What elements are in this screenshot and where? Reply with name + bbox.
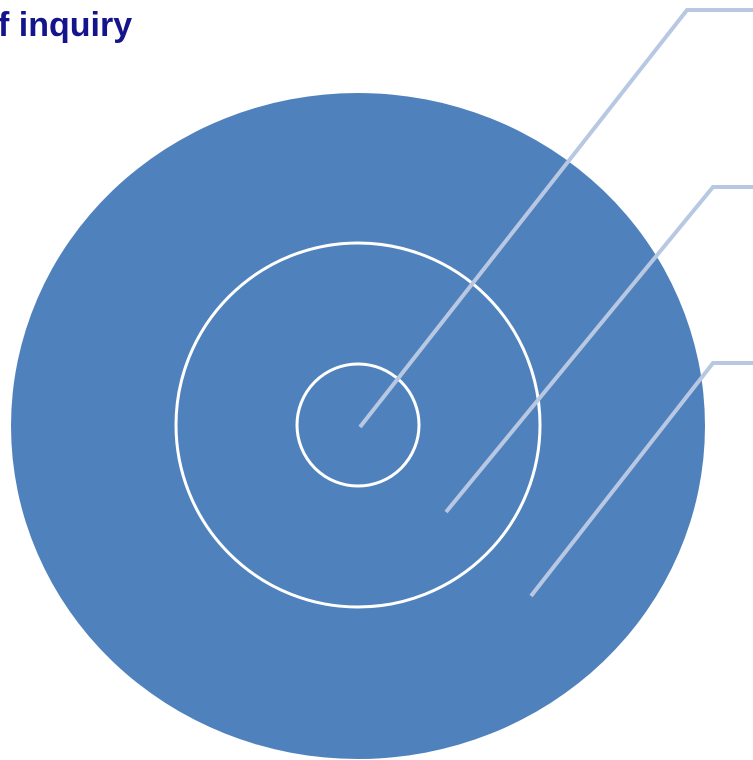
inner-circle: [295, 362, 421, 488]
title: f inquiry: [0, 6, 132, 44]
callout-line: [529, 361, 753, 598]
outer-circle: [11, 93, 705, 759]
callout-line: [444, 185, 753, 514]
middle-circle: [174, 241, 542, 609]
callout-line: [358, 8, 753, 429]
